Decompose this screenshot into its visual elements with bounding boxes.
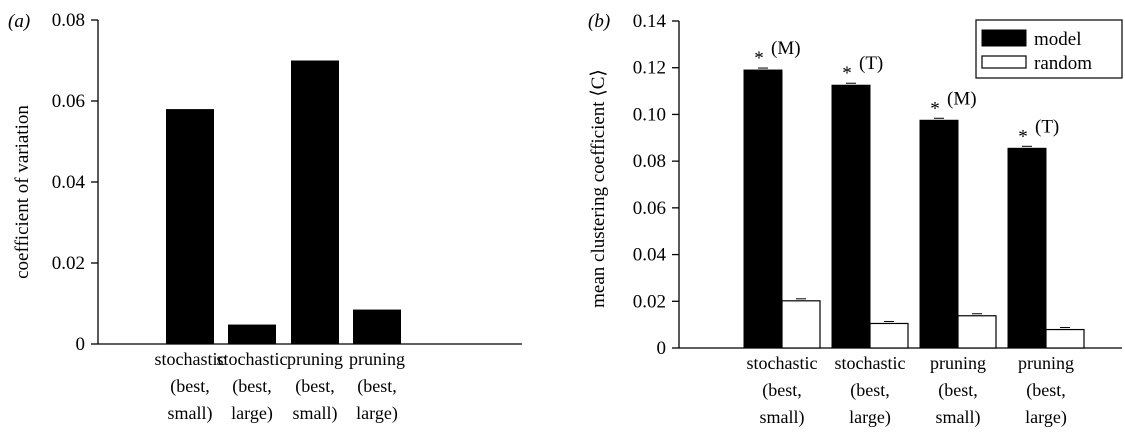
legend-swatch-model xyxy=(981,29,1027,47)
x-category-label: pruning xyxy=(287,349,343,369)
x-category-label: (best, xyxy=(1026,380,1066,401)
bar-random xyxy=(957,315,997,349)
annotation-label: (M) xyxy=(771,38,801,59)
y-tick-label: 0.06 xyxy=(52,91,85,112)
x-category-label: (best, xyxy=(938,380,978,401)
legend: model random xyxy=(975,19,1123,79)
x-category-label: pruning xyxy=(1018,353,1074,373)
y-tick-label: 0.06 xyxy=(633,198,666,219)
x-category-label: large) xyxy=(356,403,398,424)
y-axis-label: coefficient of variation xyxy=(12,105,33,279)
legend-swatch-random xyxy=(981,55,1027,69)
annotation-label: (T) xyxy=(1035,116,1059,137)
bar-model xyxy=(919,119,959,349)
x-category-label: large) xyxy=(1025,407,1067,428)
x-category-label: pruning xyxy=(930,353,986,373)
bar xyxy=(166,109,214,344)
x-category-label: (best, xyxy=(357,376,397,397)
bar-random xyxy=(869,322,909,349)
x-category-label: small) xyxy=(293,403,338,424)
y-tick-label: 0.10 xyxy=(633,104,666,125)
bar-random xyxy=(1045,328,1085,349)
significance-star: * xyxy=(930,98,940,119)
bar xyxy=(291,60,339,344)
x-category-label: (best, xyxy=(762,380,802,401)
x-category-label: (best, xyxy=(850,380,890,401)
x-category-label: pruning xyxy=(349,349,405,369)
x-category-label: large) xyxy=(231,403,273,424)
annotation-label: (M) xyxy=(947,88,977,109)
bar xyxy=(228,324,276,344)
x-category-label: (best, xyxy=(232,376,272,397)
panel-a-chart: (a) 0 0.02 0.04 0.06 0.08 coefficient of varia… xyxy=(8,10,522,424)
x-category-label: small) xyxy=(760,407,805,428)
x-category-label: stochastic xyxy=(217,349,288,369)
bar-model xyxy=(831,84,871,349)
x-category-label: stochastic xyxy=(747,353,818,373)
y-tick-label: 0.12 xyxy=(633,58,666,79)
significance-star: * xyxy=(754,48,764,69)
bar xyxy=(353,309,401,344)
y-tick-label: 0.02 xyxy=(633,291,666,312)
y-tick-label: 0.08 xyxy=(52,10,85,31)
y-axis-label: mean clustering coefficient ⟨C⟩ xyxy=(588,69,609,308)
significance-star: * xyxy=(1018,126,1028,147)
x-category-label: (best, xyxy=(295,376,335,397)
annotation-label: (T) xyxy=(859,53,883,74)
x-category-label: large) xyxy=(849,407,891,428)
x-category-label: (best, xyxy=(170,376,210,397)
y-tick-label: 0.04 xyxy=(633,245,667,266)
legend-label-random: random xyxy=(1034,53,1092,74)
y-tick-label: 0.08 xyxy=(633,151,666,172)
panel-label: (b) xyxy=(588,11,610,32)
x-category-label: small) xyxy=(168,403,213,424)
y-tick-label: 0.14 xyxy=(633,11,667,32)
bar-model xyxy=(743,69,783,349)
significance-star: * xyxy=(842,63,852,84)
bar-random xyxy=(781,300,821,349)
y-tick-label: 0.02 xyxy=(52,253,85,274)
x-category-label: stochastic xyxy=(835,353,906,373)
x-category-label: stochastic xyxy=(155,349,226,369)
bar-model xyxy=(1007,147,1047,349)
y-tick-label: 0 xyxy=(76,334,86,355)
panel-b-chart: (b) 0 0.02 0.04 0.06 0.08 0.10 0.12 0.14 mean clu… xyxy=(588,11,1123,428)
y-tick-label: 0.04 xyxy=(52,172,86,193)
panel-label: (a) xyxy=(8,11,30,32)
y-tick-label: 0 xyxy=(657,338,667,359)
legend-label-model: model xyxy=(1034,29,1082,50)
x-category-label: small) xyxy=(936,407,981,428)
